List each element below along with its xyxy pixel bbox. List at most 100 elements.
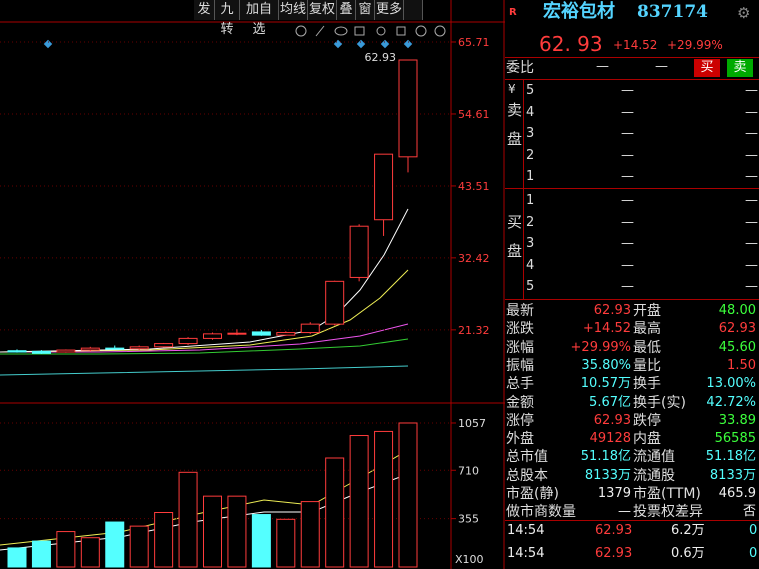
order-cell: — <box>621 236 634 251</box>
volume-bar <box>80 537 100 568</box>
volume-bar <box>349 435 369 568</box>
volume-bar <box>129 525 149 568</box>
stat-value: 否 <box>742 504 756 520</box>
volume-bar <box>154 512 174 568</box>
candle-body <box>105 347 125 350</box>
order-cell: — <box>745 104 758 120</box>
volume-bar <box>105 521 125 568</box>
stat-label: 换手 <box>633 376 661 393</box>
candle-body <box>80 347 100 351</box>
stat-label: 换手(实) <box>633 394 686 411</box>
vol-tick-label: 1057 <box>458 417 486 430</box>
volume-bar <box>398 422 418 568</box>
toolbar-button[interactable]: 加自选 <box>240 0 279 37</box>
toolbar-button[interactable]: 复权 <box>308 0 337 20</box>
toolbar-button[interactable]: 窗 <box>356 0 375 20</box>
ma-line <box>0 365 409 376</box>
stock-code: 837174 <box>637 2 708 22</box>
order-level: 5 <box>526 83 535 98</box>
volume-bar <box>227 495 247 568</box>
trade-cell: 0 <box>749 523 758 538</box>
volume-bar <box>276 518 296 568</box>
stat-label: 最高 <box>633 321 661 338</box>
stat-value: 35.80% <box>581 357 631 373</box>
order-cell: — <box>621 193 634 208</box>
volume-bar <box>31 540 51 568</box>
stat-value: 8133万 <box>584 467 631 483</box>
toolbar-button[interactable]: 发 <box>194 0 215 20</box>
stat-value: 5.67亿 <box>589 394 631 410</box>
stat-value: 62.93 <box>718 321 756 337</box>
order-cell: — <box>621 169 634 184</box>
candle-body <box>31 350 51 354</box>
stat-value: 48.00 <box>718 303 756 318</box>
order-level: 3 <box>526 236 535 251</box>
toolbar-button[interactable]: 均线 <box>279 0 308 20</box>
ma-line <box>0 323 409 353</box>
order-cell: — <box>621 279 634 294</box>
volume-bar <box>300 501 320 568</box>
badge: R <box>509 7 517 18</box>
chart-tools[interactable] <box>295 25 446 37</box>
stat-label: 涨幅 <box>506 339 534 356</box>
order-level: 4 <box>526 257 535 273</box>
candle-body <box>154 343 174 348</box>
candle-body <box>203 333 222 339</box>
settings-icon[interactable]: ⚙ <box>737 4 751 22</box>
candle-body <box>349 225 369 278</box>
divider <box>505 57 759 58</box>
stat-label: 涨停 <box>506 412 534 429</box>
stat-value: 62.93 <box>593 412 631 428</box>
order-cell: — <box>745 83 758 98</box>
volume-bar <box>374 430 394 568</box>
stat-label: 涨跌 <box>506 321 534 338</box>
order-cell: — <box>621 214 634 230</box>
trade-cell: 14:54 <box>507 546 545 561</box>
buy-button[interactable]: 买 <box>694 59 720 77</box>
order-cell: — <box>745 126 758 141</box>
toolbar-button[interactable]: 九转 <box>215 0 240 37</box>
candle-body <box>251 331 271 336</box>
quote-panel: R 宏裕包材 837174 ⚙ 62. 93 +14.52 +29.99% 委比… <box>505 0 759 569</box>
stat-value: 51.18亿 <box>705 449 756 465</box>
volume-bar <box>325 457 345 568</box>
toolbar-button[interactable]: 更多 <box>375 0 404 20</box>
stat-label: 做市商数量 <box>506 504 576 521</box>
order-cell: — <box>745 279 758 294</box>
ma-line <box>0 208 409 353</box>
order-cell: — <box>621 147 634 163</box>
order-cell: — <box>745 236 758 251</box>
stat-value: 56585 <box>714 431 756 447</box>
y-tick-label: 65.71 <box>458 36 490 49</box>
order-ratio-label: 委比 <box>506 60 534 76</box>
stat-label: 投票权差异 <box>633 504 703 521</box>
trade-cell: 62.93 <box>595 523 633 538</box>
order-cell: — <box>745 169 758 184</box>
toolbar-arrow[interactable] <box>404 0 423 20</box>
stat-label: 市盈(TTM) <box>633 486 701 502</box>
order-cell: — <box>621 83 634 98</box>
stat-label: 开盘 <box>633 303 661 319</box>
stat-value: +14.52 <box>582 321 631 337</box>
order-level: 1 <box>526 193 535 208</box>
stat-label: 内盘 <box>633 431 661 448</box>
candle-body <box>178 337 198 345</box>
order-cell: — <box>621 104 634 120</box>
stat-label: 总手 <box>506 376 534 393</box>
sell-button[interactable]: 卖 <box>727 59 753 77</box>
order-level: 1 <box>526 169 535 184</box>
y-tick-label: 54.61 <box>458 108 490 121</box>
toolbar-button[interactable]: 叠 <box>337 0 356 20</box>
trade-cell: 0 <box>749 546 758 561</box>
stat-value: 42.72% <box>706 394 756 410</box>
stat-value: 1.50 <box>727 357 756 373</box>
volume-bar <box>203 495 222 568</box>
stat-value: 62.93 <box>593 303 631 318</box>
y-tick-label: 32.42 <box>458 252 490 265</box>
candle-body <box>56 349 76 353</box>
stat-label: 振幅 <box>506 357 534 374</box>
y-tick-label: 21.32 <box>458 324 490 337</box>
stat-label: 流通值 <box>633 449 675 466</box>
order-level: 2 <box>526 147 535 163</box>
trade-cell: 62.93 <box>595 546 633 561</box>
